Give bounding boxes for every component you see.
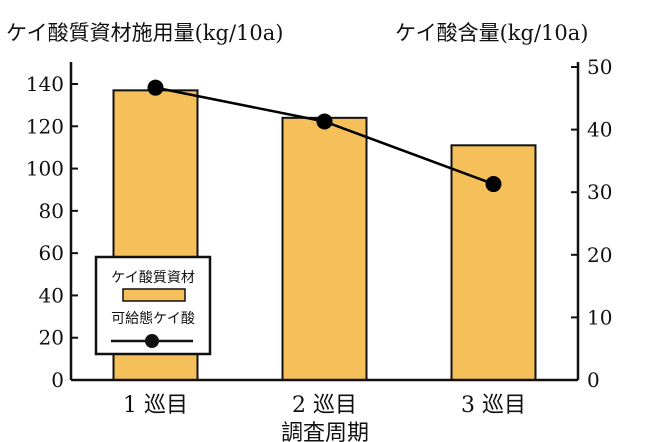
left-axis-title: ケイ酸質資材施用量(kg/10a) <box>6 21 283 45</box>
line-point-1 <box>147 79 164 96</box>
left-tick-label: 120 <box>26 114 64 138</box>
tick-labels: 0 20 40 60 80 100 120 140 0 10 20 30 40 50 1 巡目 2 巡目 3 巡… <box>26 55 613 418</box>
legend-marker-sample <box>145 334 159 348</box>
x-tick-label: 3 巡目 <box>461 393 526 418</box>
left-tick-label: 0 <box>51 368 64 392</box>
legend-swatch-bar <box>122 288 186 302</box>
left-tick-label: 40 <box>39 283 64 307</box>
left-tick-label: 20 <box>39 326 64 350</box>
right-tick-label: 10 <box>587 305 612 329</box>
x-tick-label: 2 巡目 <box>292 393 357 418</box>
right-tick-label: 30 <box>587 180 612 204</box>
x-axis-title: 調査周期 <box>281 421 369 442</box>
line-series <box>147 79 502 193</box>
legend-label-bar: ケイ酸質資材 <box>111 270 195 286</box>
right-tick-label: 0 <box>587 368 600 392</box>
bar-2 <box>281 116 368 381</box>
legend: ケイ酸質資材 可給態ケイ酸 <box>94 255 212 356</box>
axes <box>69 62 580 382</box>
left-tick-label: 60 <box>39 241 64 265</box>
right-axis-title: ケイ酸含量(kg/10a) <box>395 21 588 45</box>
left-tick-label: 140 <box>26 72 64 96</box>
left-tick-label: 80 <box>39 199 64 223</box>
right-tick-label: 50 <box>587 55 612 79</box>
right-tick-label: 40 <box>587 118 612 142</box>
line-point-2 <box>316 113 333 130</box>
left-tick-label: 100 <box>26 157 64 181</box>
right-tick-label: 20 <box>587 243 612 267</box>
line-point-3 <box>485 176 502 193</box>
x-tick-label: 1 巡目 <box>123 393 188 418</box>
legend-label-line: 可給態ケイ酸 <box>111 311 195 327</box>
